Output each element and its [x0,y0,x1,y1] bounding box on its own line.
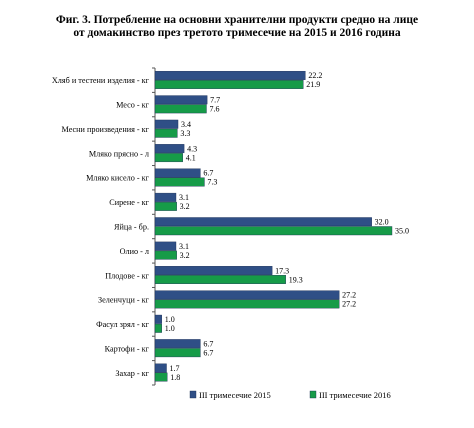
data-label: 7.3 [207,178,217,187]
data-label: 3.1 [179,193,189,202]
data-label: 35.0 [395,227,409,236]
category-label: Захар - кг [115,369,149,378]
data-label: 27.2 [342,291,356,300]
bar-2015 [154,70,306,80]
data-label: 6.7 [203,169,213,178]
data-label: 6.7 [203,348,213,357]
data-label: 3.1 [179,242,189,251]
data-label: 4.1 [186,153,196,162]
category-label: Сирене - кг [109,198,149,207]
bar-2016 [154,275,286,284]
bar-2016 [154,226,393,236]
data-label: 1.0 [165,315,175,324]
data-label: 21.9 [306,80,320,89]
data-label: 1.8 [170,373,180,382]
data-label: 27.2 [342,300,356,309]
bar-2015 [154,119,179,129]
bar-2015 [154,241,177,251]
bar-2015 [154,363,167,373]
bar-2016 [154,372,168,382]
category-label: Хляб и тестени изделия - кг [52,76,150,85]
data-label: 7.6 [209,105,219,114]
category-label: Месо - кг [116,101,150,110]
data-label: 1.7 [170,364,180,373]
bar-2016 [154,153,183,163]
legend-swatch-2015 [189,390,197,399]
bar-2016 [154,201,177,211]
bar-2015 [154,95,208,105]
category-label: Плодове - кг [105,271,149,280]
data-label: 4.3 [187,144,197,153]
bar-2016 [154,128,178,138]
bar-2016 [154,348,201,358]
category-label: Фасул зрял - кг [96,320,149,329]
bar-2016 [154,177,205,187]
bar-2015 [154,168,201,178]
title-line-2: от домакинство през третото тримесечие н… [73,27,401,39]
bar-2015 [154,217,372,227]
bar-2015 [154,314,162,324]
chart-title: Фиг. 3. Потребление на основни хранителн… [0,14,474,40]
data-label: 3.2 [180,251,190,260]
category-label: Олио - л [120,247,149,256]
title-line-1: Фиг. 3. Потребление на основни хранителн… [55,14,419,26]
bar-2016 [154,323,162,333]
bar-2016 [154,299,340,309]
bar-2016 [154,79,304,89]
category-label: Картофи - кг [105,344,150,353]
bar-2016 [154,104,207,114]
data-label: 17.3 [275,266,289,275]
legend-label: III тримесечие 2016 [319,390,391,400]
legend-swatch-2016 [309,390,317,399]
bar-2015 [154,290,340,300]
bar-2016 [154,250,177,260]
category-label: Яйца - бр. [114,223,149,232]
legend-label: III тримесечие 2015 [199,390,271,400]
bar-2015 [154,192,177,202]
bar-2015 [154,339,201,349]
data-label: 32.0 [375,218,389,227]
bar-2015 [154,144,185,154]
data-label: 7.7 [210,96,220,105]
category-label: Месни произведения - кг [62,125,150,134]
data-label: 22.2 [308,71,322,80]
category-label: Мляко кисело - кг [86,174,150,183]
category-label: Мляко прясно - л [89,149,149,158]
data-label: 6.7 [203,339,213,348]
data-label: 19.3 [289,275,303,284]
data-label: 3.3 [180,129,190,138]
data-label: 3.2 [180,202,190,211]
category-label: Зеленчуци - кг [98,296,150,305]
data-label: 1.0 [165,324,175,333]
bar-2015 [154,266,273,275]
data-label: 3.4 [181,120,191,129]
